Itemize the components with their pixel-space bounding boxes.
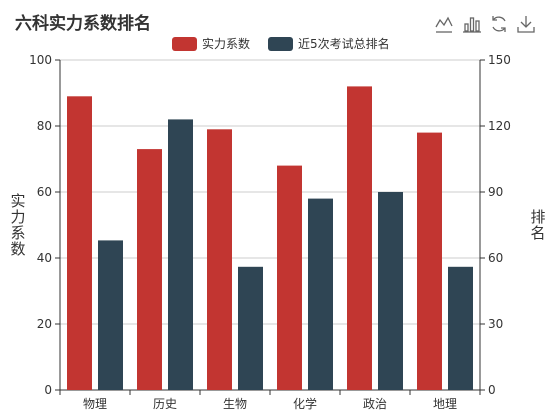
bar-strength[interactable] (67, 96, 92, 391)
legend-item-strength[interactable]: 实力系数 (172, 36, 250, 51)
bars (67, 86, 473, 391)
y-left-axis-name: 实力系数 (10, 192, 25, 258)
legend-swatch (172, 37, 197, 51)
bar-strength[interactable] (277, 165, 302, 390)
y-right-tick-label: 120 (488, 119, 511, 133)
y-left-tick-label: 0 (44, 383, 52, 397)
x-tick-label: 地理 (433, 397, 457, 411)
y-right-tick-label: 150 (488, 53, 511, 67)
x-tick-label: 物理 (83, 397, 107, 411)
bar-rank[interactable] (448, 266, 473, 390)
legend-item-rank[interactable]: 近5次考试总排名 (268, 36, 390, 51)
bar-rank[interactable] (378, 192, 403, 390)
axes (55, 59, 485, 395)
bar-chart-icon[interactable] (463, 15, 481, 33)
x-tick-label: 历史 (153, 397, 177, 411)
y-right-axis-name: 排名 (530, 208, 545, 242)
y-left-tick-label: 80 (37, 119, 52, 133)
legend: 实力系数 近5次考试总排名 (172, 36, 390, 51)
legend-swatch (268, 37, 293, 51)
y-right-tick-label: 60 (488, 251, 503, 265)
chart-title: 六科实力系数排名 (15, 13, 151, 34)
legend-label: 实力系数 (202, 36, 250, 51)
axis-labels: 0 20 40 60 80 100 0 30 60 90 120 150 物理 历史 生物 化学 政治 地理 实力系… (10, 53, 545, 411)
line-chart-icon[interactable] (435, 15, 453, 33)
grid-lines (60, 59, 480, 325)
bar-strength[interactable] (207, 129, 232, 391)
bar-rank[interactable] (98, 240, 123, 390)
x-tick-label: 化学 (293, 396, 317, 411)
legend-label: 近5次考试总排名 (298, 36, 390, 51)
x-tick-label: 生物 (223, 397, 247, 411)
x-tick-label: 政治 (363, 397, 387, 411)
bar-rank[interactable] (168, 119, 193, 391)
y-left-tick-label: 100 (29, 53, 52, 67)
restore-icon[interactable] (490, 15, 508, 33)
bar-rank[interactable] (308, 198, 333, 390)
y-right-tick-label: 0 (488, 383, 496, 397)
bar-rank[interactable] (238, 266, 263, 390)
bar-strength[interactable] (137, 149, 162, 390)
y-right-tick-label: 30 (488, 317, 503, 331)
y-right-axis-name-text: 排名 (530, 208, 545, 242)
bar-strength[interactable] (347, 86, 372, 391)
y-left-tick-label: 20 (37, 317, 52, 331)
y-left-tick-label: 40 (37, 251, 52, 265)
bar-strength[interactable] (417, 132, 442, 390)
y-right-tick-label: 90 (488, 185, 503, 199)
y-left-tick-label: 60 (37, 185, 52, 199)
y-left-axis-name-text: 实力系数 (10, 192, 25, 258)
download-icon[interactable] (517, 15, 535, 33)
toolbox (435, 15, 535, 33)
